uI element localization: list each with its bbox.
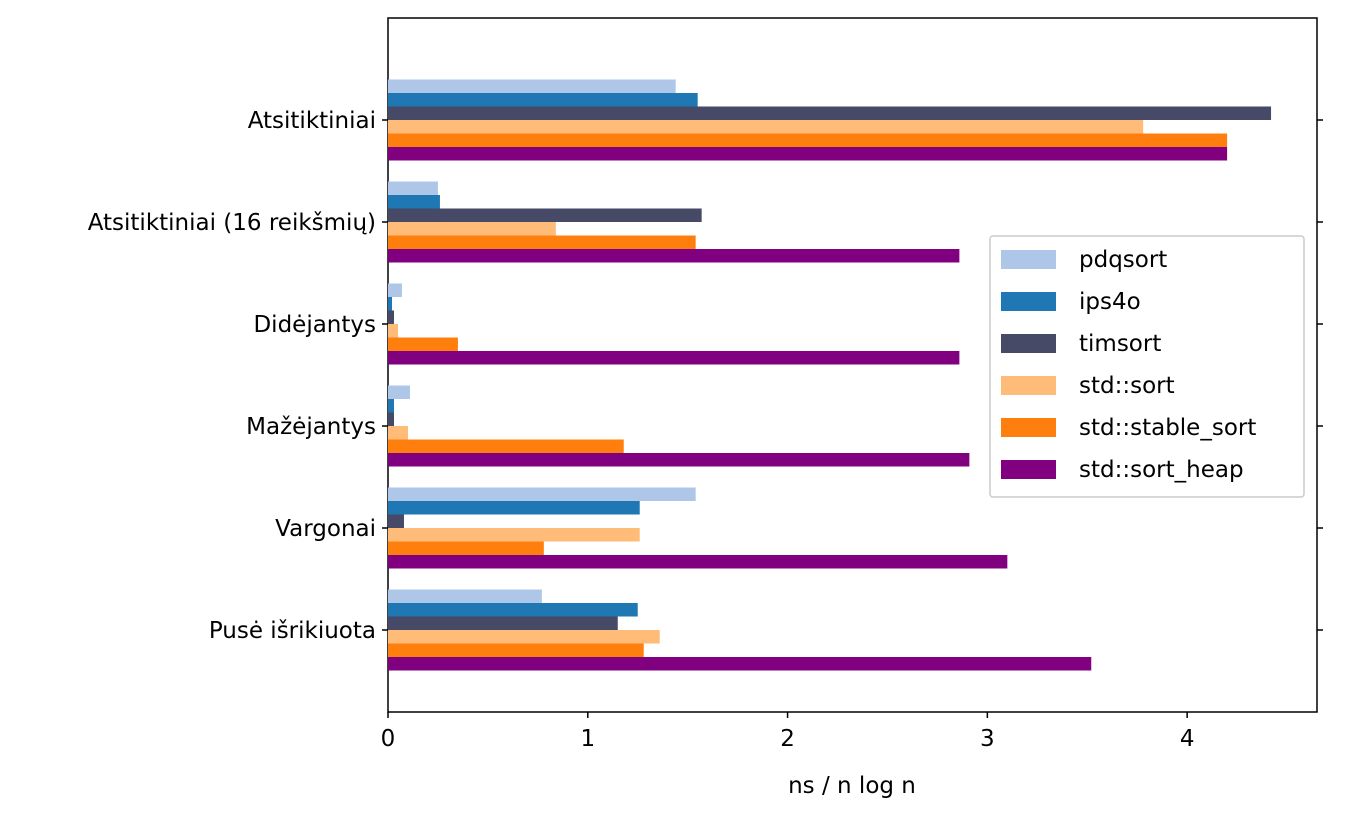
bar-timsort-4 bbox=[388, 514, 404, 528]
y-tick-label: Didėjantys bbox=[253, 312, 376, 338]
legend-label: pdqsort bbox=[1079, 247, 1167, 273]
bar-std-stable-sort-1 bbox=[388, 235, 696, 249]
bar-timsort-0 bbox=[388, 106, 1272, 120]
legend-swatch bbox=[1001, 334, 1056, 353]
bar-std-sort-2 bbox=[388, 324, 398, 338]
bars bbox=[388, 79, 1272, 671]
y-tick-label: Atsitiktiniai bbox=[248, 108, 376, 134]
y-tick-label: Mažėjantys bbox=[246, 414, 376, 440]
bar-std-sort-1 bbox=[388, 222, 556, 236]
bar-std-stable-sort-5 bbox=[388, 643, 644, 657]
bar-std-sort-3 bbox=[388, 426, 408, 440]
bar-ips4o-4 bbox=[388, 501, 640, 515]
y-tick-label: Atsitiktiniai (16 reikšmių) bbox=[88, 210, 376, 236]
x-tick-label: 1 bbox=[580, 726, 595, 752]
bar-std-sort-4 bbox=[388, 528, 640, 542]
x-tick-label: 2 bbox=[780, 726, 795, 752]
legend-swatch bbox=[1001, 460, 1056, 479]
legend-label: std::sort_heap bbox=[1079, 457, 1244, 483]
bar-pdqsort-2 bbox=[388, 283, 402, 297]
bar-std-sort-heap-5 bbox=[388, 657, 1092, 671]
legend-swatch bbox=[1001, 418, 1056, 437]
legend-swatch bbox=[1001, 376, 1056, 395]
bar-pdqsort-4 bbox=[388, 487, 696, 501]
plot-frame bbox=[387, 17, 1318, 713]
bar-std-stable-sort-4 bbox=[388, 541, 544, 555]
bar-std-sort-heap-3 bbox=[388, 453, 970, 467]
bar-std-sort-0 bbox=[388, 120, 1144, 134]
bar-ips4o-5 bbox=[388, 603, 638, 617]
x-tick-label: 4 bbox=[1180, 726, 1195, 752]
legend-label: timsort bbox=[1079, 331, 1161, 357]
bar-timsort-3 bbox=[388, 412, 394, 426]
bar-pdqsort-3 bbox=[388, 385, 410, 399]
bar-std-stable-sort-3 bbox=[388, 439, 624, 453]
x-tick-label: 0 bbox=[381, 726, 396, 752]
y-tick-label: Pusė išrikiuota bbox=[209, 618, 376, 644]
legend-swatch bbox=[1001, 292, 1056, 311]
legend-swatch bbox=[1001, 250, 1056, 269]
legend-box bbox=[989, 235, 1305, 498]
bar-std-sort-heap-0 bbox=[388, 147, 1228, 161]
y-axis-ticks: Atsitiktiniai Atsitiktiniai (16 reikšmių)… bbox=[88, 108, 1323, 644]
bar-timsort-5 bbox=[388, 616, 618, 630]
x-axis-ticks: 0 1 2 3 4 bbox=[381, 712, 1195, 752]
bar-std-sort-heap-4 bbox=[388, 555, 1008, 569]
bar-ips4o-1 bbox=[388, 195, 440, 209]
x-tick-label: 3 bbox=[980, 726, 995, 752]
bar-pdqsort-5 bbox=[388, 589, 542, 603]
bar-pdqsort-0 bbox=[388, 79, 676, 93]
legend: pdqsortips4otimsortstd::sortstd::stable_… bbox=[989, 235, 1305, 498]
bar-std-sort-5 bbox=[388, 630, 660, 644]
bar-ips4o-3 bbox=[388, 399, 394, 413]
bar-std-sort-heap-1 bbox=[388, 249, 960, 263]
legend-label: ips4o bbox=[1079, 289, 1141, 315]
x-axis-label: ns / n log n bbox=[788, 773, 916, 799]
bar-std-stable-sort-0 bbox=[388, 133, 1228, 147]
bar-ips4o-2 bbox=[388, 297, 392, 311]
legend-label: std::stable_sort bbox=[1079, 415, 1256, 441]
bar-timsort-1 bbox=[388, 208, 702, 222]
y-tick-label: Vargonai bbox=[275, 516, 376, 542]
bar-std-sort-heap-2 bbox=[388, 351, 960, 365]
bar-timsort-2 bbox=[388, 310, 394, 324]
bar-pdqsort-1 bbox=[388, 181, 438, 195]
bar-std-stable-sort-2 bbox=[388, 337, 458, 351]
legend-label: std::sort bbox=[1079, 373, 1175, 399]
bar-ips4o-0 bbox=[388, 93, 698, 107]
